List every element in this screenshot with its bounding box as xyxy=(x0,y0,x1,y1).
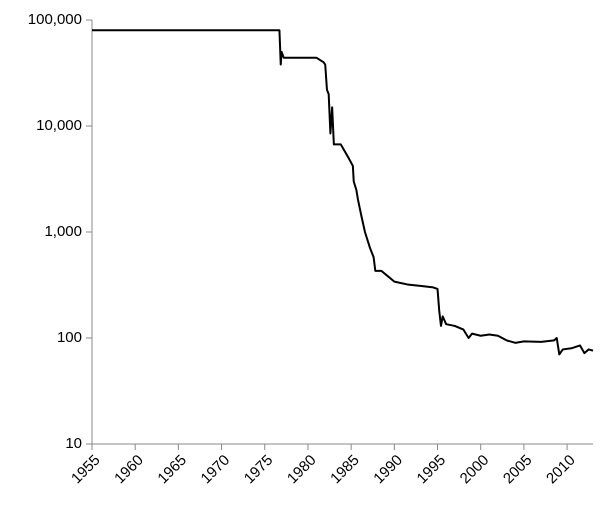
y-tick-label: 1,000 xyxy=(44,223,82,240)
y-tick-label: 10,000 xyxy=(36,117,82,134)
x-tick-label: 1975 xyxy=(241,452,277,488)
y-tick-label: 100,000 xyxy=(28,11,82,28)
x-tick-label: 1990 xyxy=(370,452,406,488)
line xyxy=(92,29,594,356)
y-tick-label: 100 xyxy=(57,329,82,346)
x-tick-label: 2010 xyxy=(543,452,579,488)
x-tick-label: 1955 xyxy=(68,452,104,488)
x-tick-label: 1985 xyxy=(327,452,363,488)
x-tick-label: 1995 xyxy=(414,452,450,488)
x-tick-label: 1965 xyxy=(154,452,190,488)
x-tick-label: 1980 xyxy=(284,452,320,488)
x-tick-label: 2005 xyxy=(500,452,536,488)
x-tick-label: 1970 xyxy=(198,452,234,488)
x-tick-label: 2000 xyxy=(457,452,493,488)
y-tick-label: 10 xyxy=(65,435,82,452)
x-tick-label: 1960 xyxy=(111,452,147,488)
